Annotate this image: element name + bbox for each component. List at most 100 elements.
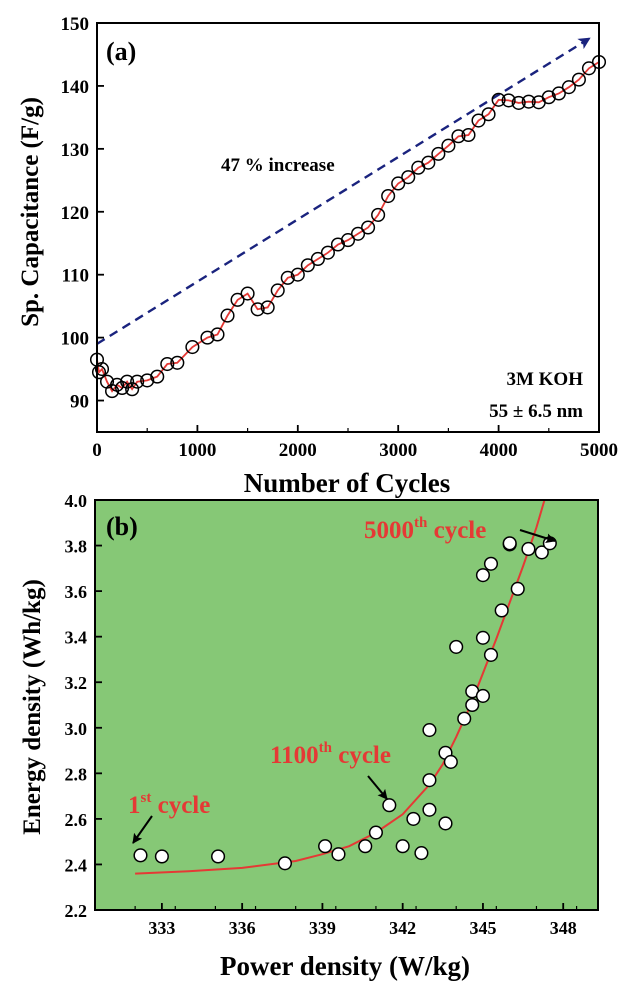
last-cycle-annotation: 5000th cycle bbox=[364, 515, 486, 544]
capacitance-point bbox=[230, 292, 245, 307]
panel-b-y-tick-label: 2.6 bbox=[65, 810, 88, 830]
energy-power-point bbox=[483, 556, 499, 571]
capacitance-point bbox=[94, 362, 110, 377]
panel-a-y-tick-label: 140 bbox=[61, 77, 90, 98]
panel-b-x-axis-title: Power density (W/kg) bbox=[220, 951, 470, 981]
capacitance-point bbox=[461, 127, 476, 143]
energy-power-point bbox=[438, 816, 453, 831]
capacitance-point bbox=[185, 340, 200, 355]
capacitance-point bbox=[401, 170, 416, 185]
panel-b-y-tick-label: 3.6 bbox=[65, 582, 88, 602]
panel-a-y-axis-title: Sp. Capacitance (F/g) bbox=[17, 97, 44, 327]
energy-power-point bbox=[475, 630, 491, 645]
energy-power-point bbox=[475, 568, 491, 583]
capacitance-point bbox=[280, 270, 295, 285]
capacitance-point bbox=[150, 369, 165, 384]
panel-b-y-tick-label: 2.2 bbox=[65, 901, 88, 921]
panel-a-x-tick-label: 3000 bbox=[379, 440, 417, 461]
first-cycle-annotation: 1st cycle bbox=[128, 790, 210, 819]
panel-b-frame bbox=[94, 499, 599, 911]
first-cycle-sup: st bbox=[141, 790, 152, 806]
energy-power-point bbox=[382, 798, 397, 813]
energy-power-point bbox=[465, 697, 480, 713]
panel-a-y-tick-label: 100 bbox=[61, 329, 90, 350]
last-cycle-text: cycle bbox=[427, 517, 486, 544]
panel-a-plot-area: 0 1000 2000 3000 4000 5000 90 100 110 120 130 140 15… bbox=[61, 14, 619, 461]
capacitance-point bbox=[491, 92, 506, 107]
capacitance-point bbox=[200, 330, 215, 345]
panel-b-y-axis-title: Energy density (Wh/kg) bbox=[19, 579, 46, 835]
energy-power-point bbox=[414, 846, 429, 861]
capacitance-point bbox=[125, 382, 140, 397]
capacitance-point bbox=[340, 233, 356, 248]
energy-power-point bbox=[422, 802, 437, 817]
panel-a-y-tick-label: 120 bbox=[61, 203, 90, 224]
panel-a-x-tick-label: 2000 bbox=[279, 440, 317, 461]
capacitance-point bbox=[381, 188, 396, 204]
capacitance-point bbox=[361, 220, 376, 235]
panel-b-x-tick-label: 336 bbox=[229, 918, 256, 938]
electrolyte-annotation: 3M KOH bbox=[506, 369, 583, 390]
panel-a-label: (a) bbox=[106, 37, 136, 66]
capacitance-point bbox=[421, 155, 436, 170]
panel-b: 333 336 339 342 345 348 2.2 2.4 2.6 2.8 3.0 3.2 3.4 3… bbox=[19, 491, 599, 981]
capacitance-point bbox=[130, 374, 145, 389]
energy-power-point bbox=[483, 647, 499, 662]
panel-b-x-tick-label: 348 bbox=[550, 918, 577, 938]
panel-b-y-tick-label: 3.2 bbox=[65, 673, 88, 693]
panel-a-y-tick-label: 90 bbox=[70, 392, 89, 413]
energy-power-point bbox=[358, 839, 373, 854]
panel-b-y-tick-label: 2.4 bbox=[65, 855, 88, 875]
energy-power-point bbox=[534, 545, 549, 560]
energy-power-point bbox=[521, 541, 536, 557]
capacitance-point bbox=[250, 302, 265, 317]
last-cycle-sup: th bbox=[414, 515, 428, 531]
capacitance-point bbox=[431, 146, 446, 161]
capacitance-point bbox=[310, 251, 325, 267]
panel-b-x-tick-label: 345 bbox=[469, 918, 496, 938]
panel-a-x-tick-label: 0 bbox=[92, 440, 102, 461]
capacitance-point bbox=[220, 308, 235, 323]
capacitance-point bbox=[551, 86, 566, 101]
energy-power-point bbox=[443, 754, 458, 769]
panel-a: 0 1000 2000 3000 4000 5000 90 100 110 120 130 140 15… bbox=[17, 14, 618, 498]
panel-b-x-tick-label: 333 bbox=[148, 918, 175, 938]
capacitance-point bbox=[441, 138, 456, 153]
energy-power-point bbox=[133, 848, 148, 863]
panel-b-y-tick-label: 3.8 bbox=[65, 537, 88, 557]
size-annotation: 55 ± 6.5 nm bbox=[489, 401, 583, 422]
panel-b-x-tick-label: 339 bbox=[309, 918, 336, 938]
energy-power-point bbox=[211, 849, 226, 864]
capacitance-point bbox=[170, 355, 185, 370]
panel-b-y-tick-label: 3.0 bbox=[65, 719, 88, 739]
capacitance-point bbox=[320, 245, 335, 260]
energy-power-point bbox=[422, 773, 437, 788]
panel-a-x-tick-label: 5000 bbox=[580, 440, 618, 461]
last-cycle-arrow bbox=[519, 529, 556, 544]
capacitance-line bbox=[96, 61, 600, 393]
capacitance-point bbox=[350, 226, 366, 241]
energy-power-point bbox=[395, 839, 410, 854]
capacitance-point bbox=[391, 176, 406, 191]
capacitance-point bbox=[160, 356, 175, 372]
energy-power-point bbox=[502, 536, 517, 551]
energy-power-point bbox=[318, 839, 333, 854]
first-cycle-base: 1 bbox=[128, 792, 141, 819]
panel-b-plot-background bbox=[95, 500, 598, 910]
energy-power-point bbox=[422, 723, 437, 738]
panel-b-label: (b) bbox=[106, 512, 138, 541]
panel-b-plot-area: 333 336 339 342 345 348 2.2 2.4 2.6 2.8 3.0 3.2 3.4 3… bbox=[65, 491, 599, 938]
first-cycle-arrow bbox=[132, 815, 153, 844]
energy-power-point bbox=[277, 856, 293, 871]
capacitance-point bbox=[140, 373, 155, 388]
energy-power-point bbox=[449, 639, 464, 654]
panel-b-x-tick-label: 342 bbox=[389, 918, 416, 938]
capacitance-point bbox=[290, 267, 305, 282]
energy-power-point bbox=[406, 811, 421, 826]
mid-cycle-annotation: 1100th cycle bbox=[270, 740, 391, 769]
panel-b-y-tick-label: 4.0 bbox=[65, 491, 88, 511]
panel-a-x-axis-title: Number of Cycles bbox=[244, 468, 450, 498]
capacitance-point bbox=[511, 95, 526, 110]
energy-power-point bbox=[494, 603, 509, 618]
